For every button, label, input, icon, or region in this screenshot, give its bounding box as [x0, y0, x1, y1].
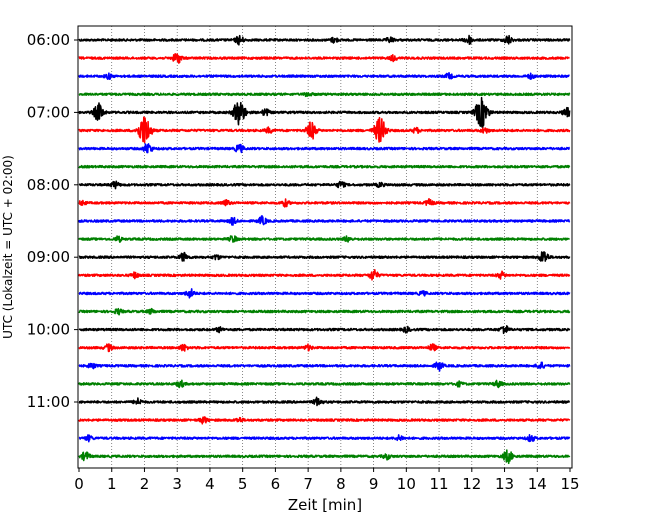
y-tick-label: 11:00	[27, 393, 70, 411]
trace-10:45	[78, 379, 571, 389]
x-tick-label: 10	[397, 475, 416, 493]
trace-08:00	[78, 180, 571, 190]
y-tick-label: 09:00	[27, 248, 70, 266]
trace-09:45	[78, 307, 571, 316]
plot-frame	[77, 25, 573, 469]
trace-10:00	[78, 325, 571, 335]
x-tick-label: 3	[172, 475, 182, 493]
trace-08:15	[78, 198, 571, 208]
x-tick-label: 13	[495, 475, 514, 493]
trace-06:45	[78, 92, 571, 98]
trace-07:30	[78, 143, 570, 154]
trace-11:45	[78, 449, 571, 465]
seismogram-traces	[78, 34, 571, 465]
trace-06:00	[78, 34, 571, 46]
x-tick-label: 7	[303, 475, 313, 493]
trace-09:30	[78, 288, 571, 299]
trace-11:00	[78, 396, 571, 407]
x-tick-label: 0	[74, 475, 84, 493]
x-tick-label: 2	[140, 475, 150, 493]
trace-08:45	[78, 235, 570, 243]
trace-11:30	[78, 434, 571, 443]
trace-07:45	[78, 164, 571, 169]
x-axis-ticks: 0 1 2 3 4 5 6 7 8 9 10 11 12 13 14 15	[74, 468, 580, 493]
trace-06:15	[78, 53, 570, 64]
trace-06:30	[78, 72, 570, 80]
y-tick-label: 08:00	[27, 176, 70, 194]
x-tick-label: 5	[238, 475, 248, 493]
trace-08:30	[78, 215, 571, 226]
y-tick-label: 07:00	[27, 103, 70, 121]
x-axis-label: Zeit [min]	[288, 496, 362, 514]
trace-07:00	[78, 96, 571, 129]
x-tick-label: 12	[462, 475, 481, 493]
x-tick-label: 6	[271, 475, 281, 493]
trace-07:15	[78, 116, 571, 144]
trace-09:00	[78, 251, 571, 262]
y-tick-label: 10:00	[27, 321, 70, 339]
x-tick-label: 15	[560, 475, 579, 493]
x-tick-label: 14	[528, 475, 547, 493]
y-axis-ticks: 06:00 07:00 08:00 09:00 10:00 11:00	[27, 31, 78, 411]
trace-09:15	[78, 269, 571, 281]
y-axis-label: UTC (Lokalzeit = UTC + 02:00)	[1, 155, 15, 339]
x-tick-label: 1	[107, 475, 117, 493]
x-tick-label: 11	[430, 475, 449, 493]
x-tick-label: 8	[336, 475, 346, 493]
x-tick-label: 9	[369, 475, 379, 493]
trace-11:15	[78, 416, 571, 425]
trace-10:30	[78, 361, 571, 372]
y-tick-label: 06:00	[27, 31, 70, 49]
x-tick-label: 4	[205, 475, 215, 493]
trace-10:15	[78, 343, 571, 353]
